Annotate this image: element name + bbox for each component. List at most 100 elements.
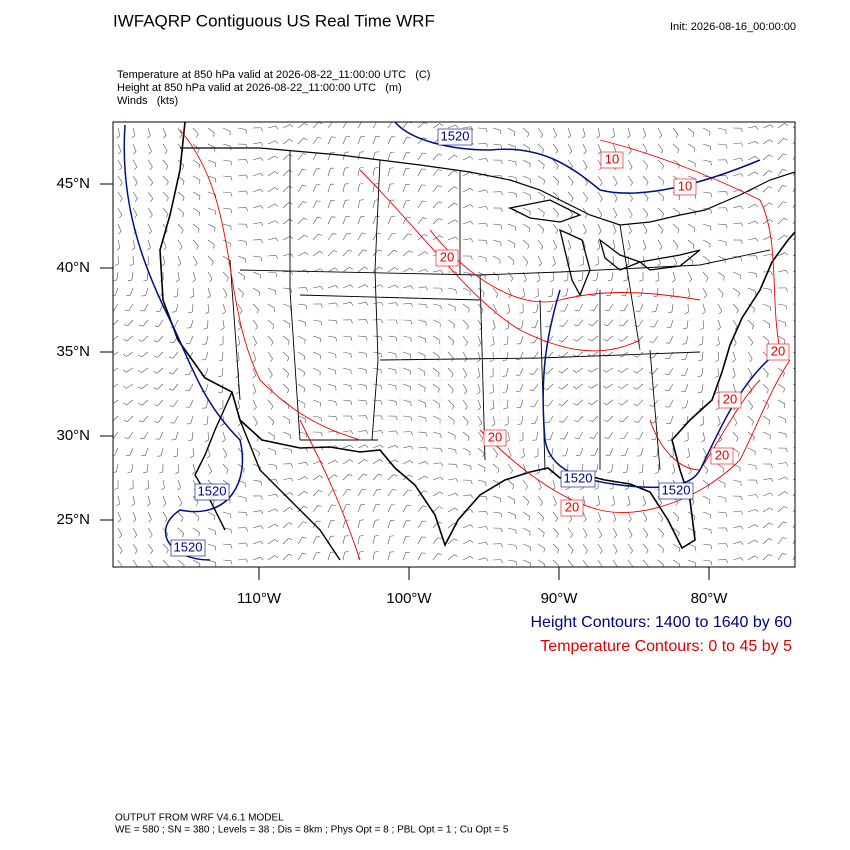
- wind-barb: [267, 171, 275, 177]
- wind-barb-flag: [622, 471, 627, 474]
- wind-barb: [762, 154, 770, 161]
- wind-barb: [447, 154, 455, 161]
- wind-barb: [747, 140, 756, 145]
- label-box: [560, 470, 596, 488]
- wind-barb: [684, 383, 689, 392]
- wind-barb-flag: [542, 532, 545, 537]
- wind-barb: [747, 494, 756, 497]
- footer-line: OUTPUT FROM WRF V4.6.1 MODEL: [115, 813, 284, 824]
- wind-barb: [147, 527, 153, 535]
- wind-barb-flag: [626, 135, 631, 139]
- wind-barb: [717, 479, 726, 484]
- wind-barb: [519, 367, 524, 376]
- wind-barb: [402, 184, 406, 193]
- wind-barb-flag: [319, 250, 323, 254]
- wind-barb-flag: [675, 134, 679, 138]
- wind-barb: [552, 239, 558, 248]
- wind-barb-flag: [583, 231, 587, 235]
- wind-barb: [576, 351, 584, 357]
- wind-barb: [477, 189, 486, 193]
- wind-barb-flag: [109, 324, 113, 326]
- wind-barb: [607, 319, 614, 327]
- wind-barb-flag: [500, 207, 503, 212]
- wind-barb: [147, 127, 151, 136]
- wind-barb: [552, 511, 558, 519]
- wind-barb: [477, 463, 486, 469]
- wind-barb: [672, 207, 680, 213]
- lon-label: 100°W: [386, 590, 432, 607]
- wind-barb-flag: [572, 369, 577, 373]
- wind-barb-flag: [588, 324, 593, 327]
- wind-barb-flag: [740, 496, 743, 501]
- wind-barb-flag: [453, 186, 458, 189]
- wind-barb: [132, 159, 138, 168]
- wind-barb-flag: [131, 503, 135, 507]
- wind-barb-flag: [245, 527, 248, 532]
- wind-barb: [177, 527, 184, 534]
- wind-barb-flag: [378, 249, 383, 252]
- wind-barb: [297, 252, 306, 257]
- wind-barb-flag: [664, 357, 669, 360]
- wind-barb-flag: [770, 271, 773, 276]
- wind-barb: [597, 175, 603, 183]
- wind-barb-flag: [365, 336, 368, 341]
- wind-barb: [222, 191, 231, 194]
- wind-barb-flag: [544, 404, 549, 407]
- wind-barb-flag: [710, 545, 713, 550]
- wind-barb: [113, 367, 119, 372]
- wind-barb: [312, 200, 317, 209]
- wind-barb: [594, 447, 599, 456]
- wind-barb-flag: [425, 268, 429, 273]
- wind-barb: [297, 553, 303, 561]
- wind-barb: [597, 527, 603, 536]
- wind-barb: [175, 431, 179, 440]
- wind-barb-flag: [197, 228, 200, 233]
- wind-barb: [342, 136, 347, 145]
- wind-barb: [447, 554, 455, 561]
- wind-barb: [732, 205, 741, 209]
- wind-barb-flag: [785, 462, 789, 467]
- wind-barb: [777, 123, 785, 129]
- wind-barb: [207, 447, 211, 456]
- wind-barb: [507, 495, 516, 501]
- wind-barb: [372, 351, 381, 354]
- wind-barb: [327, 351, 336, 355]
- wind-barb-flag: [365, 430, 369, 434]
- wind-barb: [432, 462, 441, 465]
- wind-barb-flag: [409, 474, 413, 478]
- wind-barb-flag: [365, 385, 367, 390]
- init-time: Init: 2026-08-16_00:00:00: [670, 21, 796, 33]
- wind-barb-flag: [548, 295, 553, 298]
- wind-barb-flag: [374, 167, 379, 169]
- wind-barb: [342, 267, 350, 273]
- wind-barb: [777, 169, 783, 177]
- wind-barb-flag: [785, 305, 787, 310]
- wind-barb-flag: [565, 487, 570, 491]
- wind-barb-flag: [219, 407, 224, 410]
- wind-barb-flag: [662, 549, 665, 554]
- wind-barb: [222, 143, 231, 147]
- wind-barb-flag: [607, 279, 612, 282]
- wind-barb-flag: [123, 402, 127, 406]
- wind-barb-flag: [583, 151, 587, 155]
- wind-barb-flag: [784, 234, 788, 238]
- wind-barb: [402, 303, 411, 305]
- wind-barb: [702, 159, 711, 162]
- wind-barb-flag: [455, 124, 459, 129]
- wind-barb-flag: [198, 532, 200, 537]
- wind-barb: [462, 126, 471, 129]
- wind-barb: [672, 127, 679, 135]
- wind-barb-flag: [623, 279, 628, 282]
- wind-barb-flag: [344, 535, 349, 537]
- wind-barb-flag: [148, 519, 152, 523]
- wind-barb-flag: [275, 237, 279, 242]
- wind-barb-flag: [260, 188, 264, 193]
- wind-barb-flag: [470, 221, 474, 225]
- wind-barb-flag: [722, 468, 725, 473]
- wind-barb-flag: [118, 534, 123, 539]
- wind-barb-flag: [754, 539, 759, 543]
- wind-barb: [387, 552, 391, 561]
- wind-barb: [222, 271, 229, 279]
- wind-barb-flag: [198, 164, 200, 169]
- wind-barb-flag: [558, 339, 563, 343]
